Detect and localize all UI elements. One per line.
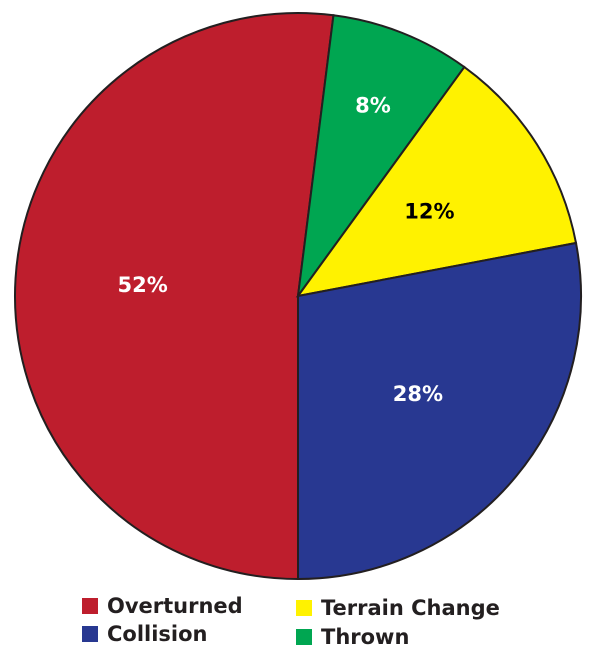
pie-slice <box>297 14 466 297</box>
data-label: 8% <box>355 94 391 118</box>
data-label: 28% <box>393 382 443 406</box>
pie-slice <box>295 65 578 298</box>
legend-swatch <box>296 629 312 645</box>
legend-label: Thrown <box>321 625 409 649</box>
legend-swatch <box>82 598 98 614</box>
pie-slice <box>14 12 335 581</box>
legend-swatch <box>296 600 312 616</box>
data-label: 52% <box>118 273 168 297</box>
legend-label: Overturned <box>107 594 243 618</box>
pie-slice <box>297 241 582 581</box>
legend-swatch <box>82 626 98 642</box>
legend-label: Collision <box>107 622 208 646</box>
legend-label: Terrain Change <box>321 596 500 620</box>
data-label: 12% <box>404 200 454 224</box>
